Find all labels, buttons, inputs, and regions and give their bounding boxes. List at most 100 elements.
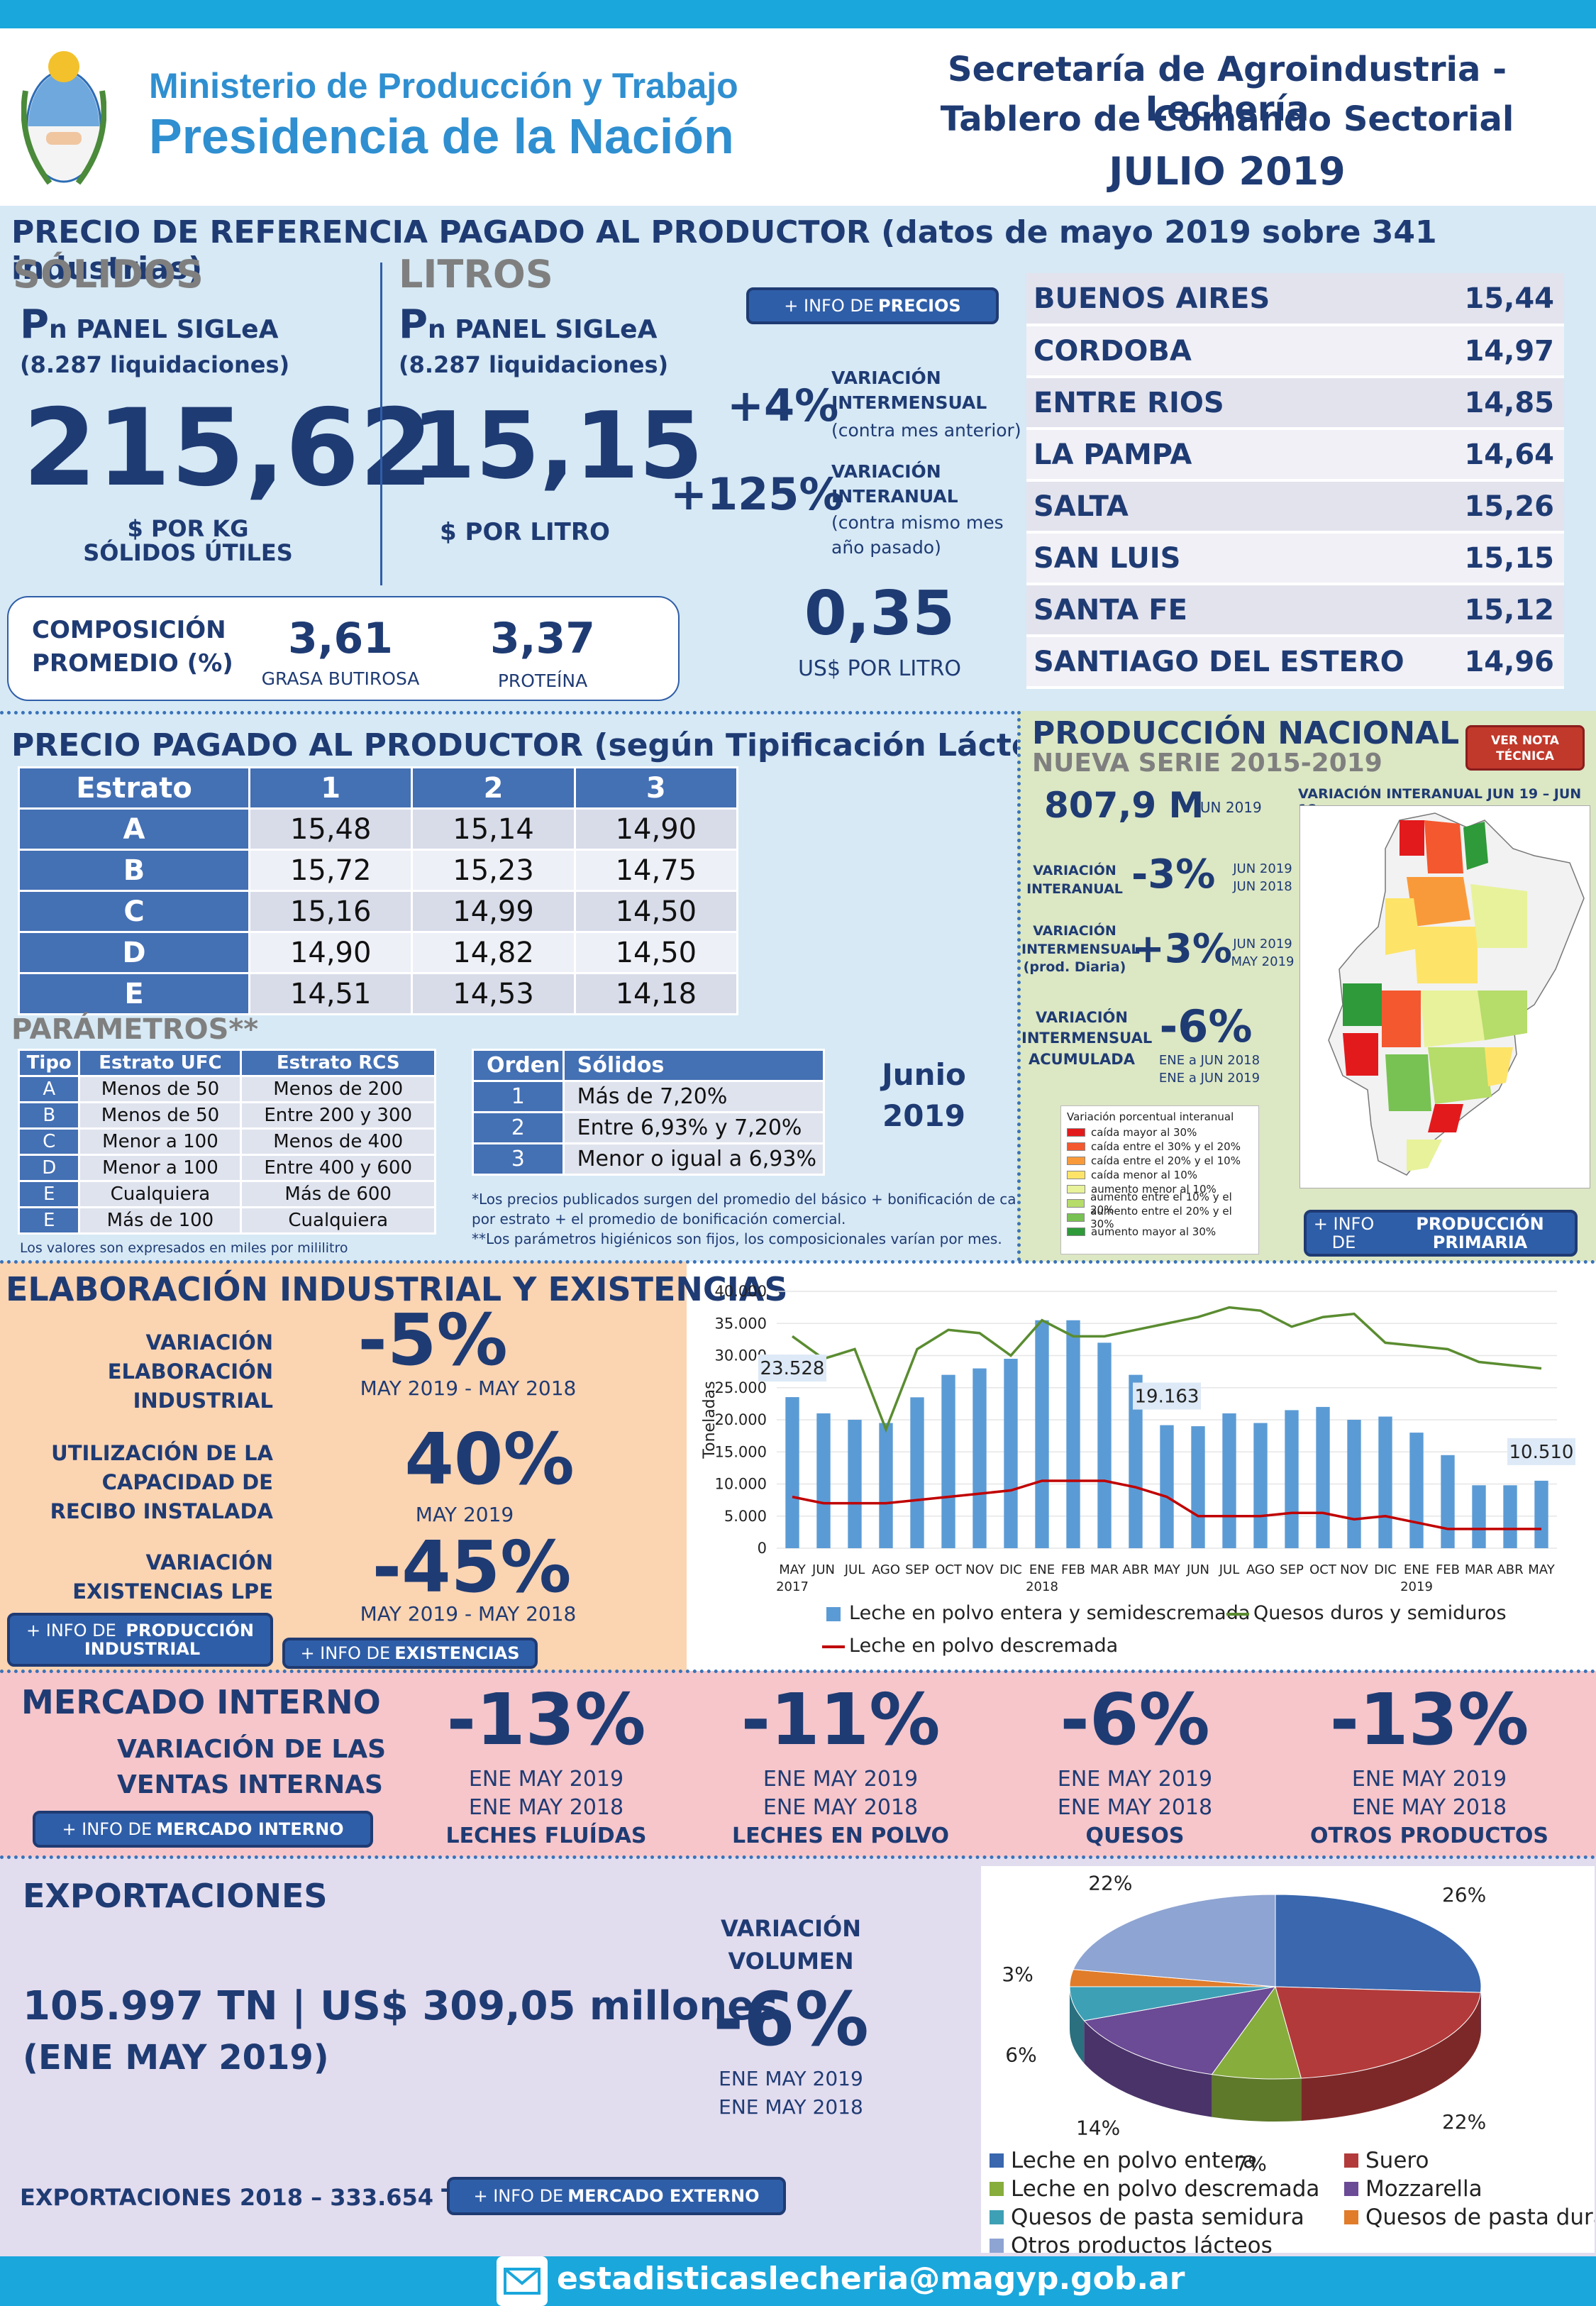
- pie-legend-label: Otros productos lácteos: [1011, 2233, 1273, 2253]
- param-cell: D: [17, 1154, 81, 1182]
- elab-e3-value: -45%: [372, 1526, 572, 1609]
- provincia-value: 14,97: [1445, 325, 1564, 378]
- pie-label: 26%: [1442, 1883, 1486, 1907]
- info-mercado-interno-button[interactable]: + INFO DE MERCADO INTERNO: [33, 1811, 373, 1848]
- param-cell: B: [17, 1101, 81, 1130]
- param-header: Estrato UFC: [78, 1049, 243, 1077]
- footer: [0, 2256, 1596, 2306]
- param-cell: Menos de 50: [78, 1101, 243, 1130]
- y-tick-label: 10.000: [715, 1476, 767, 1493]
- tipif-header: Estrato: [17, 766, 251, 810]
- x-tick-label: NOV: [1340, 1562, 1368, 1577]
- pie-legend-swatch: [990, 2239, 1004, 2253]
- mercado-title: MERCADO INTERNO: [21, 1683, 381, 1721]
- prod-v2-periods: JUN 2019 MAY 2019: [1224, 935, 1302, 971]
- estrato-label: B: [17, 849, 251, 892]
- dotted-divider: [0, 1260, 1596, 1264]
- data-label-text: 10.510: [1509, 1442, 1574, 1463]
- x-tick-label: SEP: [905, 1562, 929, 1577]
- provincia-row: SAN LUIS 15,15: [1026, 532, 1564, 585]
- table-row: C 15,16 14,99 14,50: [17, 890, 739, 933]
- x-tick-label: OCT: [1309, 1562, 1337, 1577]
- mercado-period2: ENE MAY 2018: [1351, 1795, 1507, 1820]
- bar: [1285, 1410, 1299, 1548]
- solidos-liq: (8.287 liquidaciones): [20, 351, 290, 378]
- table-row: A Menos de 50 Menos de 200: [17, 1075, 436, 1103]
- nota-tecnica-button[interactable]: VER NOTA TÉCNICA: [1465, 725, 1585, 771]
- prod-v2-p1: JUN 2019: [1233, 937, 1292, 951]
- mercado-label: LECHES FLUÍDAS: [445, 1824, 647, 1848]
- export-var-labels: VARIACIÓN VOLUMEN: [702, 1912, 880, 1978]
- tipificacion-table: Estrato 1 2 3 A 15,48 15,14 14,90 B 15,72 15,23 14…: [17, 766, 739, 1015]
- elab-e3-l2: EXISTENCIAS LPE: [72, 1579, 273, 1604]
- legend-label: aumento entre el 20% y el 30%: [1090, 1205, 1232, 1230]
- orden-table: Orden Sólidos 1 Más de 7,20% 2 Entre 6,93% y…: [472, 1049, 826, 1176]
- param-cell: Entre 400 y 600: [240, 1154, 436, 1182]
- param-cell: E: [17, 1206, 81, 1235]
- parametros-table: Tipo Estrato UFC Estrato RCS A Menos de 50 M…: [17, 1049, 436, 1235]
- prod-v2-value: +3%: [1131, 926, 1232, 972]
- tipif-cell: 14,90: [573, 807, 739, 851]
- orden-header: Orden: [472, 1049, 565, 1082]
- tipif-cell: 14,90: [248, 931, 414, 974]
- provincia-value: 15,12: [1445, 584, 1564, 637]
- mercado-period1: ENE MAY 2019: [1351, 1767, 1507, 1792]
- prod-title: PRODUCCIÓN NACIONAL: [1032, 715, 1460, 751]
- pie-label: 22%: [1442, 2110, 1486, 2134]
- var2-l3: (contra mismo mes: [831, 512, 1004, 533]
- bar: [1253, 1423, 1268, 1548]
- prod-v1-periods: JUN 2019 JUN 2018: [1224, 860, 1302, 895]
- info-precios-button[interactable]: + INFO DE PRECIOS: [746, 287, 999, 324]
- tipif-cell: 14,82: [411, 931, 576, 974]
- prod-v3-p1: ENE a JUN 2018: [1158, 1053, 1260, 1068]
- info-prod-ind-l2: INDUSTRIAL: [84, 1639, 201, 1659]
- prod-v1-p2: JUN 2018: [1233, 879, 1292, 895]
- estrato-label: D: [17, 931, 251, 974]
- elab-title: ELABORACIÓN INDUSTRIAL Y EXISTENCIAS: [6, 1270, 788, 1308]
- mercado-value: -11%: [741, 1678, 941, 1761]
- litros-unit: $ POR LITRO: [440, 518, 610, 546]
- bar: [1378, 1416, 1392, 1548]
- x-tick-label: OCT: [935, 1562, 963, 1577]
- composicion-box: [7, 596, 680, 701]
- mercado-period1: ENE MAY 2019: [1057, 1767, 1213, 1792]
- pie-label: 3%: [1002, 1963, 1033, 1986]
- param-cell: Más de 600: [240, 1180, 436, 1208]
- info-exist-b: EXISTENCIAS: [394, 1643, 520, 1663]
- info-produccion-industrial-button[interactable]: + INFO DE PRODUCCIÓN INDUSTRIAL: [7, 1613, 273, 1667]
- info-produccion-primaria-button[interactable]: + INFO DE PRODUCCIÓN PRIMARIA: [1304, 1210, 1578, 1257]
- x-tick-label: JUN: [1186, 1562, 1209, 1577]
- param-cell: Cualquiera: [240, 1206, 436, 1235]
- ministry-line1: Ministerio de Producción y Trabajo: [149, 66, 738, 106]
- legend-label: aumento entre el 10% y el 20%: [1090, 1191, 1232, 1216]
- info-precios-b: PRECIOS: [878, 295, 961, 316]
- litros-panel-p: P: [399, 302, 428, 348]
- exportaciones-pie-chart: 26% 22% 7% 14% 6% 3% 22% Leche en polvo entera S…: [990, 1872, 1595, 2253]
- tipif-header: 1: [248, 766, 414, 810]
- elab-e2-l1: UTILIZACIÓN DE LA: [51, 1441, 273, 1465]
- elaboracion-chart: 0 5.000 10.000 15.000 20.000 25.000 30.000 35.0…: [701, 1283, 1575, 1657]
- x-tick-label: JUL: [1219, 1562, 1240, 1577]
- header-title3: JULIO 2019: [1109, 149, 1346, 194]
- y-tick-label: 40.000: [715, 1283, 767, 1300]
- prod-v3-l2: INTERMENSUAL: [1021, 1030, 1153, 1047]
- x-tick-label: SEP: [1280, 1562, 1304, 1577]
- footer-email[interactable]: estadisticaslecheria@magyp.gob.ar: [557, 2261, 1185, 2297]
- mercado-label: QUESOS: [1085, 1824, 1185, 1848]
- export-period: (ENE MAY 2019): [23, 2038, 329, 2078]
- prod-v1-l1: VARIACIÓN: [1033, 863, 1116, 878]
- info-existencias-button[interactable]: + INFO DE EXISTENCIAS: [282, 1638, 538, 1669]
- info-mercado-externo-button[interactable]: + INFO DE MERCADO EXTERNO: [447, 2177, 786, 2215]
- elab-e3-l1: VARIACIÓN: [145, 1550, 273, 1574]
- dotted-divider: [0, 711, 1596, 715]
- prod-value: 807,9 M: [1044, 785, 1204, 826]
- tipif-cell: 14,50: [573, 890, 739, 933]
- table-row: C Menor a 100 Menos de 400: [17, 1127, 436, 1156]
- export-p2: ENE MAY 2018: [719, 2095, 863, 2119]
- prod-v3-value: -6%: [1159, 1000, 1253, 1052]
- elab-e2-l2: CAPACIDAD DE: [101, 1470, 273, 1495]
- param-header: Tipo: [17, 1049, 81, 1077]
- legend-label: Leche en polvo entera y semidescremada: [849, 1602, 1250, 1624]
- info-mi-b: MERCADO INTERNO: [156, 1819, 344, 1839]
- legend-label: caída mayor al 30%: [1091, 1126, 1197, 1139]
